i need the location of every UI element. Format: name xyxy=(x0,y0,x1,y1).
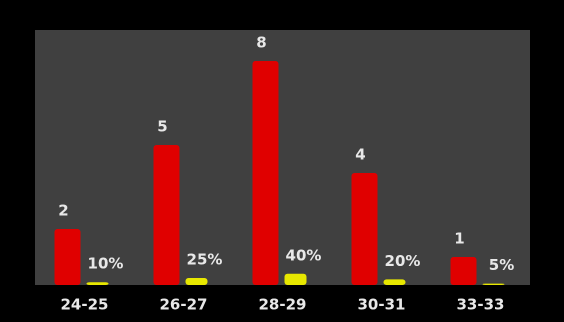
value-label: 5% xyxy=(489,256,514,274)
bar xyxy=(351,173,378,285)
value-label: 4 xyxy=(355,146,365,164)
value-label: 10% xyxy=(88,255,124,273)
value-label: 20% xyxy=(385,252,421,270)
value-label: 2 xyxy=(58,202,68,220)
x-tick-label: 33-33 xyxy=(457,296,505,314)
bar xyxy=(153,145,180,285)
x-tick-label: 28-29 xyxy=(259,296,307,314)
bar xyxy=(482,283,505,285)
bar xyxy=(185,278,208,285)
value-label: 5 xyxy=(157,118,167,136)
x-tick-label: 26-27 xyxy=(160,296,208,314)
value-label: 40% xyxy=(286,246,322,264)
bar xyxy=(54,229,81,285)
plot-area xyxy=(35,30,530,285)
value-label: 1 xyxy=(454,230,464,248)
bar xyxy=(450,257,477,285)
bar xyxy=(284,273,307,285)
x-tick-label: 24-25 xyxy=(61,296,109,314)
bar xyxy=(383,279,406,285)
x-tick-label: 30-31 xyxy=(358,296,406,314)
bar xyxy=(252,61,279,285)
value-label: 25% xyxy=(187,251,223,269)
bar xyxy=(86,282,109,285)
value-label: 8 xyxy=(256,34,266,52)
